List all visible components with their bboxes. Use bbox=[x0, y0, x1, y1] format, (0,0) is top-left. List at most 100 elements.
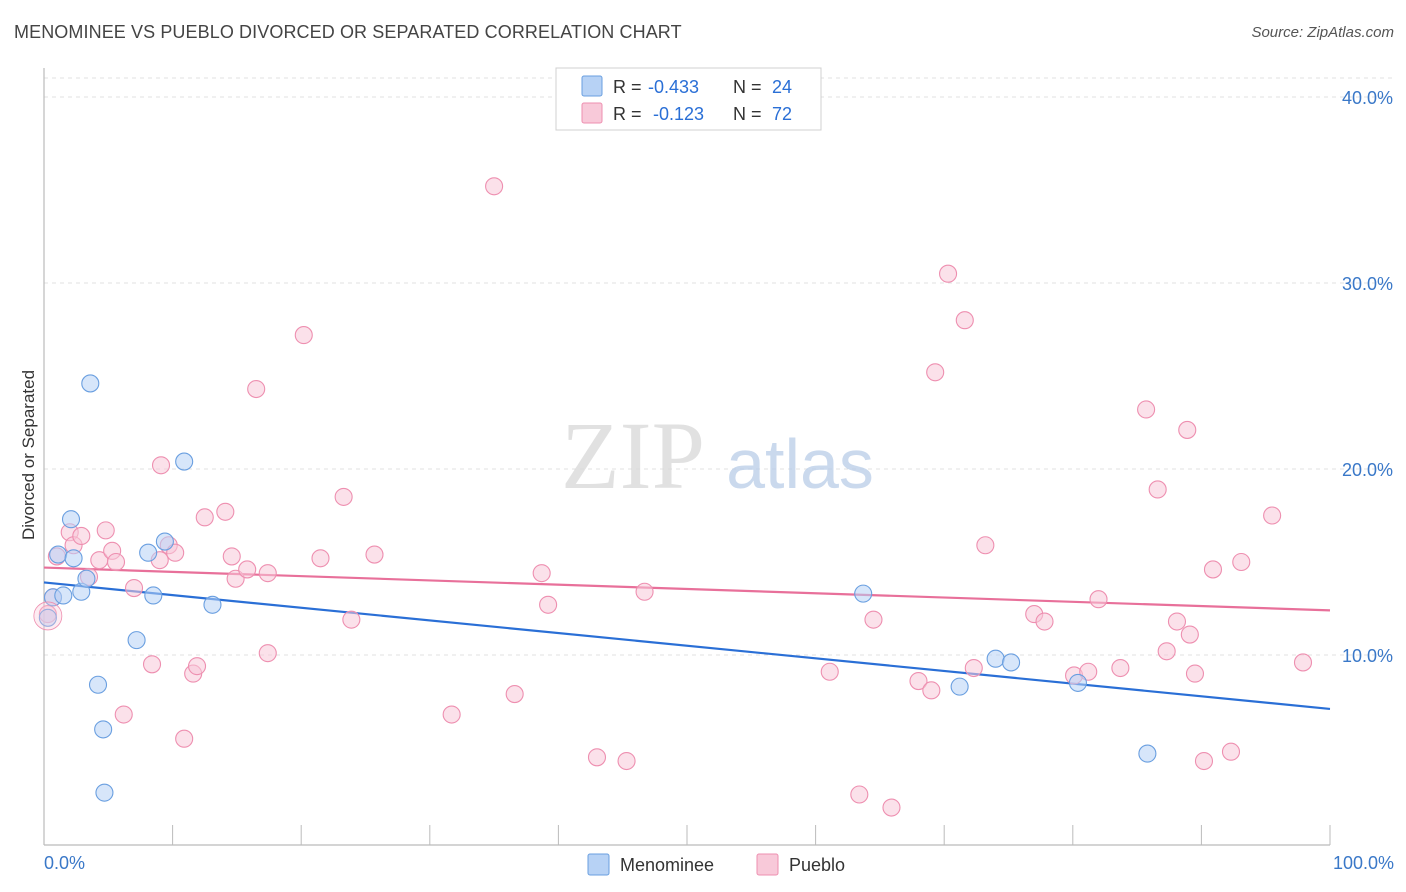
point-pueblo bbox=[587, 748, 607, 767]
point-pueblo bbox=[850, 785, 869, 804]
point-pueblo bbox=[1079, 662, 1098, 681]
point-pueblo bbox=[342, 610, 361, 629]
point-pueblo bbox=[175, 729, 194, 748]
point-menominee bbox=[1068, 673, 1087, 692]
point-pueblo bbox=[1035, 612, 1054, 631]
point-pueblo bbox=[532, 564, 551, 583]
point-pueblo bbox=[187, 657, 207, 676]
point-menominee bbox=[175, 452, 194, 471]
bottom-legend-label-pueblo: Pueblo bbox=[789, 855, 845, 875]
point-menominee bbox=[64, 549, 83, 568]
point-menominee bbox=[203, 595, 222, 614]
legend-swatch-pueblo bbox=[581, 102, 603, 124]
point-menominee bbox=[77, 569, 96, 588]
point-menominee bbox=[38, 608, 57, 627]
point-pueblo bbox=[922, 681, 941, 700]
trend-lines bbox=[43, 566, 1331, 711]
point-pueblo bbox=[1194, 751, 1214, 771]
point-menominee bbox=[144, 586, 163, 605]
point-pueblo bbox=[485, 177, 504, 196]
point-pueblo bbox=[311, 549, 330, 568]
point-menominee bbox=[54, 586, 73, 605]
point-pueblo bbox=[106, 552, 126, 572]
point-pueblo bbox=[1167, 612, 1187, 631]
point-menominee bbox=[49, 545, 68, 564]
x-tick-label-max: 100.0% bbox=[1333, 853, 1394, 873]
point-menominee bbox=[61, 510, 81, 529]
point-pueblo bbox=[635, 582, 654, 601]
legend-n-label-pueblo: N = bbox=[733, 104, 762, 124]
point-pueblo bbox=[1180, 625, 1199, 644]
bottom-legend-label-menominee: Menominee bbox=[620, 855, 714, 875]
x-tick-label-min: 0.0% bbox=[44, 853, 85, 873]
point-pueblo bbox=[1089, 590, 1108, 609]
point-pueblo bbox=[1178, 420, 1197, 439]
point-pueblo bbox=[1137, 400, 1156, 419]
point-pueblo bbox=[1203, 560, 1223, 579]
chart-title: MENOMINEE VS PUEBLO DIVORCED OR SEPARATE… bbox=[14, 22, 682, 42]
point-pueblo bbox=[216, 502, 235, 521]
point-pueblo bbox=[195, 508, 214, 527]
y-axis-label: Divorced or Separated bbox=[19, 370, 38, 540]
point-pueblo bbox=[882, 798, 901, 817]
axes bbox=[43, 68, 1331, 846]
legend-r-value-pueblo: -0.123 bbox=[653, 104, 704, 124]
point-menominee bbox=[155, 532, 174, 551]
legend-r-label-menominee: R = bbox=[613, 77, 642, 97]
data-points bbox=[33, 177, 1313, 817]
point-pueblo bbox=[955, 311, 974, 330]
y-tick-label: 10.0% bbox=[1342, 646, 1393, 666]
trend-line-menominee bbox=[43, 581, 1331, 711]
point-pueblo bbox=[1221, 742, 1241, 761]
point-menominee bbox=[950, 677, 969, 696]
source-label: Source: ZipAtlas.com bbox=[1251, 24, 1394, 41]
point-cluster bbox=[33, 601, 63, 631]
legend-swatch-menominee bbox=[581, 75, 603, 97]
series-legend: Menominee Pueblo bbox=[587, 853, 845, 876]
point-pueblo bbox=[976, 536, 995, 555]
point-pueblo bbox=[926, 363, 945, 382]
point-menominee bbox=[139, 543, 158, 562]
point-menominee bbox=[95, 783, 114, 802]
point-pueblo bbox=[238, 560, 257, 579]
point-pueblo bbox=[1185, 664, 1205, 683]
legend-n-value-menominee: 24 bbox=[772, 77, 792, 97]
y-tick-label: 20.0% bbox=[1342, 460, 1393, 480]
point-pueblo bbox=[365, 545, 384, 564]
legend-n-value-pueblo: 72 bbox=[772, 104, 792, 124]
point-pueblo bbox=[142, 655, 162, 674]
point-pueblo bbox=[1232, 552, 1251, 572]
point-menominee bbox=[1002, 653, 1021, 672]
point-pueblo bbox=[864, 610, 883, 629]
point-pueblo bbox=[820, 662, 839, 681]
bottom-legend-swatch-pueblo bbox=[756, 853, 779, 876]
point-pueblo bbox=[909, 671, 928, 691]
point-menominee bbox=[854, 584, 873, 603]
point-pueblo bbox=[114, 705, 133, 724]
watermark: ZIP atlas bbox=[561, 402, 874, 509]
legend-r-value-menominee: -0.433 bbox=[648, 77, 699, 97]
y-tick-label: 40.0% bbox=[1342, 88, 1393, 108]
point-menominee bbox=[94, 720, 113, 739]
point-pueblo bbox=[72, 526, 91, 546]
watermark-zip: ZIP bbox=[561, 402, 705, 509]
point-pueblo bbox=[539, 595, 558, 614]
point-pueblo bbox=[1111, 658, 1130, 678]
point-pueblo bbox=[1263, 506, 1282, 525]
point-pueblo bbox=[258, 564, 277, 583]
point-pueblo bbox=[1148, 480, 1167, 499]
point-pueblo bbox=[1293, 653, 1313, 672]
point-pueblo bbox=[124, 578, 144, 598]
point-pueblo bbox=[939, 264, 958, 283]
point-menominee bbox=[127, 631, 146, 650]
legend-n-label-menominee: N = bbox=[733, 77, 762, 97]
legend-r-label-pueblo: R = bbox=[613, 104, 642, 124]
bottom-legend-swatch-menominee bbox=[587, 853, 610, 876]
point-pueblo bbox=[96, 521, 115, 540]
point-pueblo bbox=[442, 705, 461, 724]
point-pueblo bbox=[964, 658, 983, 678]
point-pueblo bbox=[617, 751, 636, 771]
y-tick-labels: 10.0% 20.0% 30.0% 40.0% bbox=[1342, 88, 1393, 666]
point-pueblo bbox=[1157, 642, 1176, 661]
